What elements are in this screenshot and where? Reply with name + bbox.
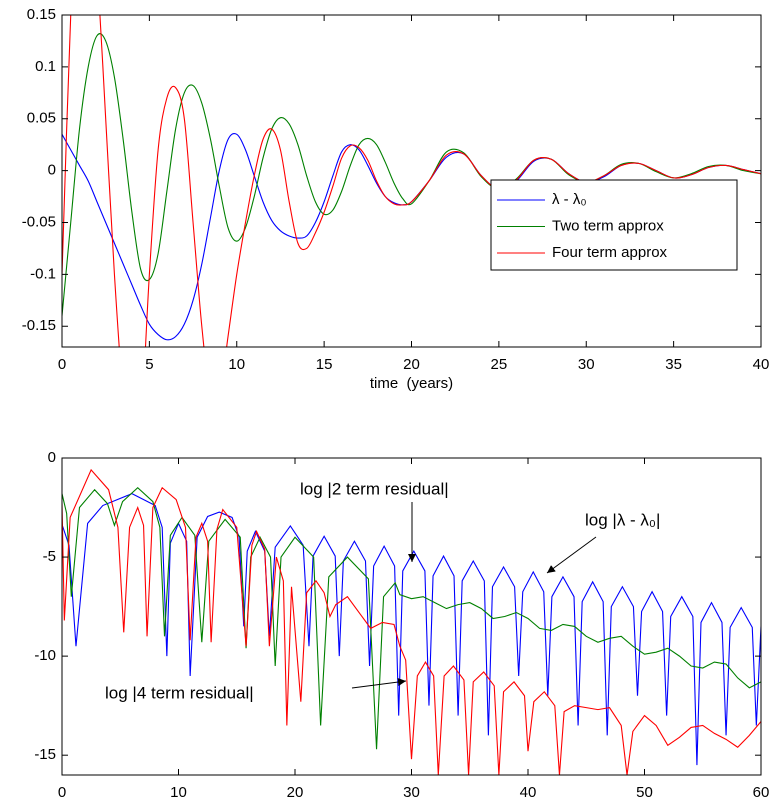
y-tick-label: 0 xyxy=(48,162,56,179)
y-tick-label: -0.15 xyxy=(22,317,56,334)
annotation: log |2 term residual| xyxy=(300,479,449,498)
annotation: log |4 term residual| xyxy=(105,683,254,702)
x-tick-label: 20 xyxy=(403,356,420,373)
annotation: log |λ - λ₀| xyxy=(585,510,660,529)
series-line xyxy=(62,493,761,766)
x-tick-label: 0 xyxy=(58,784,66,801)
x-tick-label: 40 xyxy=(520,784,537,801)
x-tick-label: 25 xyxy=(491,356,508,373)
y-tick-label: 0.05 xyxy=(27,110,56,127)
y-tick-label: 0.1 xyxy=(35,58,56,75)
x-tick-label: 0 xyxy=(58,356,66,373)
x-tick-label: 10 xyxy=(170,784,187,801)
x-tick-label: 15 xyxy=(316,356,333,373)
x-tick-label: 60 xyxy=(753,784,770,801)
series-line xyxy=(62,468,761,775)
y-tick-label: 0.15 xyxy=(27,6,56,23)
legend-box xyxy=(490,179,738,271)
series-line xyxy=(62,15,761,347)
legend-label: Four term approx xyxy=(552,244,668,261)
y-tick-label: -15 xyxy=(34,746,56,763)
y-tick-label: -10 xyxy=(34,647,56,664)
legend-label: λ - λ₀ xyxy=(552,191,587,208)
x-tick-label: 10 xyxy=(228,356,245,373)
x-axis-label: time (years) xyxy=(370,375,453,392)
y-tick-label: -0.05 xyxy=(22,213,56,230)
x-tick-label: 30 xyxy=(578,356,595,373)
x-tick-label: 20 xyxy=(287,784,304,801)
series-group xyxy=(62,468,761,775)
series-line xyxy=(62,486,761,750)
x-tick-label: 30 xyxy=(403,784,420,801)
x-tick-label: 5 xyxy=(145,356,153,373)
x-tick-label: 40 xyxy=(753,356,770,373)
legend: λ - λ₀ Two term approx Four term approx xyxy=(490,179,738,271)
y-tick-label: -0.1 xyxy=(30,265,56,282)
x-tick-label: 35 xyxy=(665,356,682,373)
y-tick-label: 0 xyxy=(48,449,56,466)
legend-label: Two term approx xyxy=(552,217,664,234)
x-tick-label: 50 xyxy=(636,784,653,801)
annotation-arrow xyxy=(351,678,407,689)
y-tick-label: -5 xyxy=(43,548,56,565)
annotation-arrow xyxy=(546,536,597,574)
